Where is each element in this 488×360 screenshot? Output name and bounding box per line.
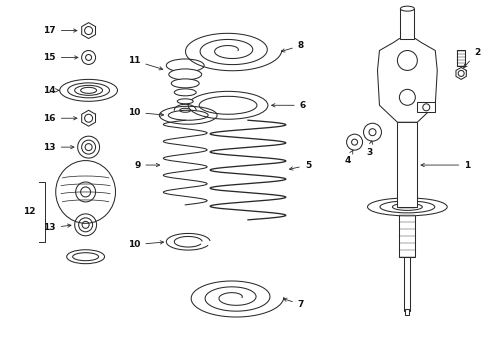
Bar xyxy=(416,102,434,112)
Bar xyxy=(400,9,413,39)
Text: 13: 13 xyxy=(43,143,74,152)
Text: 6: 6 xyxy=(271,101,305,110)
Bar xyxy=(397,122,416,207)
Text: 15: 15 xyxy=(43,53,78,62)
Text: 1: 1 xyxy=(420,161,469,170)
Text: 10: 10 xyxy=(128,240,163,249)
Text: 10: 10 xyxy=(128,108,163,117)
Ellipse shape xyxy=(166,59,203,72)
Text: 9: 9 xyxy=(134,161,159,170)
Ellipse shape xyxy=(171,79,199,88)
Text: 7: 7 xyxy=(283,298,304,309)
Ellipse shape xyxy=(174,89,196,96)
Text: 3: 3 xyxy=(366,141,372,157)
Ellipse shape xyxy=(367,198,447,216)
Text: 4: 4 xyxy=(344,150,352,165)
Ellipse shape xyxy=(392,203,422,210)
Text: 8: 8 xyxy=(281,41,304,52)
Text: 17: 17 xyxy=(43,26,77,35)
Polygon shape xyxy=(377,39,436,122)
Text: 14: 14 xyxy=(43,86,59,95)
Ellipse shape xyxy=(56,161,115,223)
Bar xyxy=(404,257,409,311)
Bar xyxy=(405,310,408,315)
Text: 11: 11 xyxy=(128,56,163,70)
Text: 2: 2 xyxy=(463,48,479,68)
Ellipse shape xyxy=(177,99,193,104)
Ellipse shape xyxy=(180,108,190,112)
Text: 13: 13 xyxy=(43,223,71,232)
Ellipse shape xyxy=(400,6,413,11)
Ellipse shape xyxy=(168,69,201,80)
Bar xyxy=(399,207,414,257)
Text: 12: 12 xyxy=(22,207,35,216)
Text: 16: 16 xyxy=(43,114,77,123)
Text: 5: 5 xyxy=(289,161,310,170)
Ellipse shape xyxy=(379,201,434,213)
